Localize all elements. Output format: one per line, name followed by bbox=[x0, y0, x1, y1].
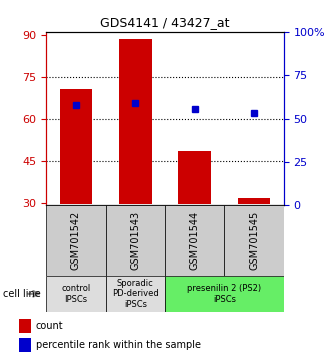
Text: GSM701544: GSM701544 bbox=[190, 211, 200, 270]
Text: GSM701542: GSM701542 bbox=[71, 211, 81, 270]
Bar bbox=[19, 319, 31, 333]
Bar bbox=[238, 198, 271, 204]
Bar bbox=[46, 205, 106, 276]
Bar bbox=[119, 39, 151, 204]
Bar bbox=[106, 205, 165, 276]
Bar bbox=[59, 89, 92, 204]
Text: Sporadic
PD-derived
iPSCs: Sporadic PD-derived iPSCs bbox=[112, 279, 159, 309]
Bar bbox=[19, 338, 31, 352]
Text: count: count bbox=[36, 321, 63, 331]
Bar bbox=[46, 276, 106, 312]
Text: percentile rank within the sample: percentile rank within the sample bbox=[36, 341, 201, 350]
Text: GSM701545: GSM701545 bbox=[249, 211, 259, 270]
Title: GDS4141 / 43427_at: GDS4141 / 43427_at bbox=[100, 16, 230, 29]
Text: cell line: cell line bbox=[3, 289, 41, 299]
Text: control
IPSCs: control IPSCs bbox=[61, 284, 90, 303]
Bar bbox=[224, 205, 284, 276]
Bar bbox=[106, 276, 165, 312]
Bar bbox=[165, 276, 284, 312]
Text: presenilin 2 (PS2)
iPSCs: presenilin 2 (PS2) iPSCs bbox=[187, 284, 261, 303]
Bar bbox=[178, 151, 211, 204]
Bar bbox=[165, 205, 224, 276]
Text: GSM701543: GSM701543 bbox=[130, 211, 140, 270]
